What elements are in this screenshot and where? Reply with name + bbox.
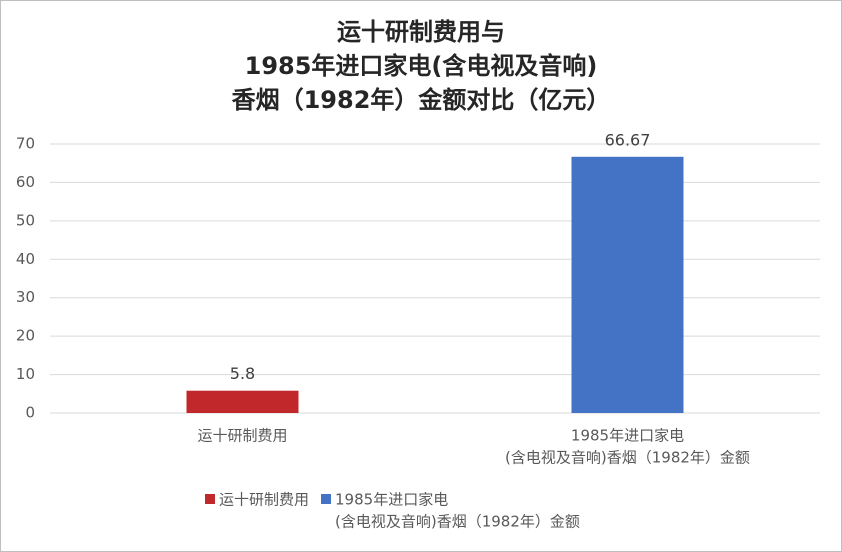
y-tick-label: 10 <box>16 365 35 383</box>
y-tick-label: 40 <box>16 250 35 268</box>
y-tick-label: 70 <box>16 135 35 153</box>
value-label: 5.8 <box>230 364 255 383</box>
bar <box>571 156 684 414</box>
bar <box>186 390 299 413</box>
legend-marker <box>321 494 332 504</box>
y-tick-label: 30 <box>16 288 35 306</box>
legend-label: 运十研制费用 <box>219 491 309 509</box>
x-tick-label: 1985年进口家电 <box>571 427 684 445</box>
value-label: 66.67 <box>605 130 651 149</box>
legend-label: 1985年进口家电 <box>335 491 448 509</box>
chart-title: 香烟（1982年）金额对比（亿元） <box>232 86 611 114</box>
y-tick-label: 50 <box>16 211 35 229</box>
y-tick-label: 60 <box>16 173 35 191</box>
chart-title: 1985年进口家电(含电视及音响) <box>245 52 598 80</box>
legend-label: (含电视及音响)香烟（1982年）金额 <box>335 513 580 531</box>
y-tick-label: 0 <box>25 404 35 422</box>
x-tick-label: (含电视及音响)香烟（1982年）金额 <box>505 449 750 467</box>
legend-marker <box>205 494 215 504</box>
x-tick-label: 运十研制费用 <box>197 427 287 445</box>
y-tick-label: 20 <box>16 327 35 345</box>
chart-title: 运十研制费用与 <box>337 18 505 46</box>
